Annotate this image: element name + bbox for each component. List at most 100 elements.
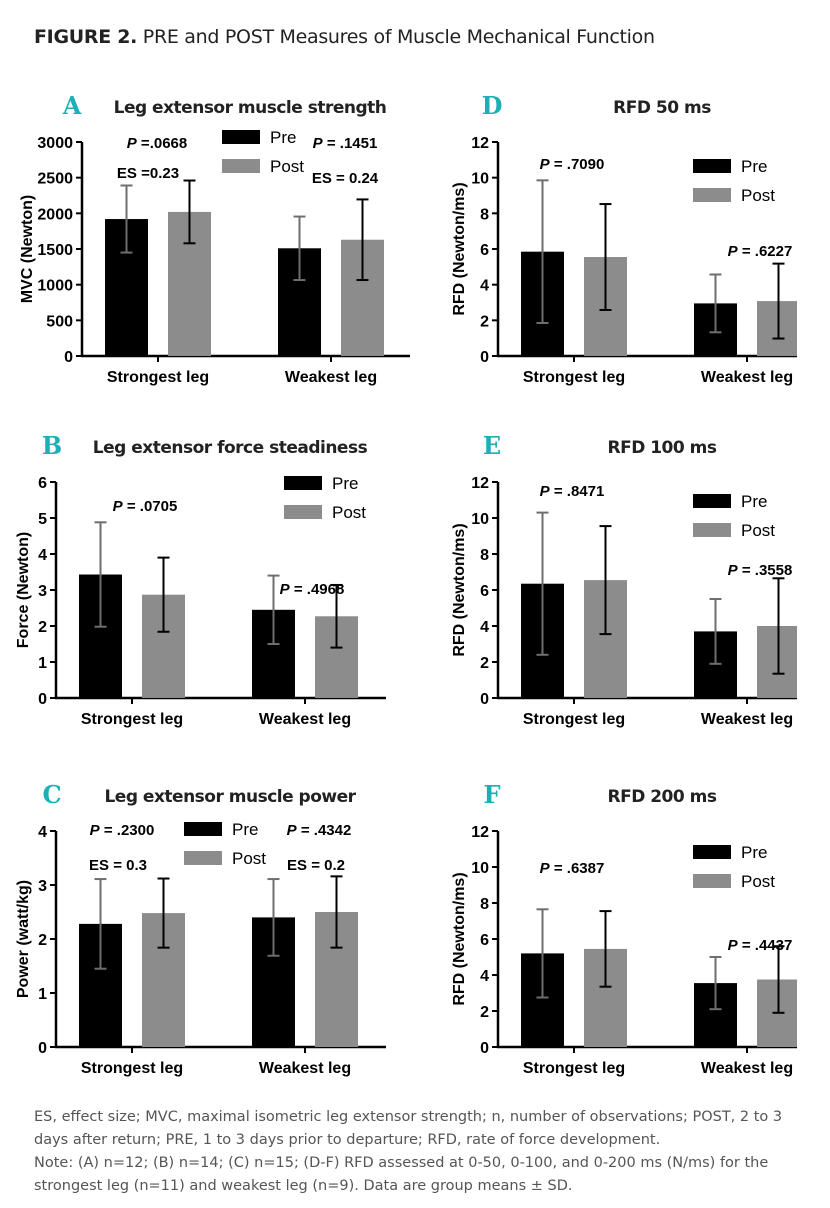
bar-post <box>757 626 797 698</box>
p-value-label: P = .2300 <box>90 822 155 839</box>
y-tick-label: 4 <box>480 278 489 295</box>
y-tick-label: 4 <box>38 547 47 564</box>
p-symbol: P <box>113 498 124 515</box>
y-tick-label: 500 <box>46 313 73 330</box>
y-axis-label: Power (watt/kg) <box>15 880 32 998</box>
y-axis-label: MVC (Newton) <box>19 195 36 303</box>
y-tick-label: 10 <box>471 171 489 188</box>
legend-swatch-post <box>284 505 322 519</box>
y-tick-label: 2 <box>480 313 489 330</box>
panel-a: A Leg extensor muscle strength 0 500 1000 150… <box>19 91 410 386</box>
p-value-label: P = .1451 <box>313 135 378 152</box>
legend-label-pre: Pre <box>270 128 296 147</box>
y-tick-label: 2 <box>38 932 47 949</box>
legend-swatch-post <box>222 159 260 173</box>
x-tick-label: Weakest leg <box>701 369 793 386</box>
p-symbol: P <box>90 822 101 839</box>
legend-label-post: Post <box>741 186 775 205</box>
p-symbol: P <box>540 860 551 877</box>
y-tick-label: 0 <box>480 349 489 366</box>
panel-letter: C <box>42 780 61 809</box>
p-symbol: P <box>728 937 739 954</box>
panel-c: C Leg extensor muscle power 0 1 2 3 4 Power (wa… <box>15 780 386 1077</box>
p-value-label: P = .0705 <box>113 498 178 515</box>
p-value: = .4342 <box>297 822 352 839</box>
notes-abbreviations: ES, effect size; MVC, maximal isometric … <box>34 1109 783 1148</box>
effect-size-label: ES = 0.2 <box>287 857 345 874</box>
p-symbol: P <box>127 135 138 152</box>
p-value: = .2300 <box>100 822 155 839</box>
panel-d: D RFD 50 ms 0 2 4 6 8 10 12 RFD (Newton/ms) Strong… <box>451 91 797 386</box>
panel-b: B Leg extensor force steadiness 0 1 2 3 4 5 6 For… <box>15 431 386 728</box>
y-tick-label: 8 <box>480 547 489 564</box>
x-tick-label: Strongest leg <box>523 369 625 386</box>
effect-size-label: ES =0.23 <box>117 165 179 182</box>
legend-label-pre: Pre <box>741 492 767 511</box>
y-tick-label: 3 <box>38 583 47 600</box>
legend-swatch-pre <box>284 476 322 490</box>
p-value-label: P = .8471 <box>540 483 605 500</box>
x-tick-label: Strongest leg <box>107 369 209 386</box>
p-value: = .7090 <box>550 156 605 173</box>
y-tick-label: 8 <box>480 896 489 913</box>
panel-title: Leg extensor muscle power <box>104 787 356 807</box>
y-axis-label: RFD (Newton/ms) <box>451 182 468 315</box>
p-value: = .8471 <box>550 483 605 500</box>
x-tick-label: Strongest leg <box>81 711 183 728</box>
p-value: = .1451 <box>323 135 378 152</box>
panel-letter: E <box>483 431 501 460</box>
y-axis-label: RFD (Newton/ms) <box>451 523 468 656</box>
y-tick-label: 10 <box>471 860 489 877</box>
y-tick-label: 0 <box>480 1040 489 1057</box>
legend-label-pre: Pre <box>741 843 767 862</box>
p-symbol: P <box>280 581 291 598</box>
x-tick-label: Weakest leg <box>259 1060 351 1077</box>
notes-sample-sizes: Note: (A) n=12; (B) n=14; (C) n=15; (D-F… <box>34 1155 769 1194</box>
panel-letter: A <box>62 91 82 120</box>
y-tick-label: 1 <box>38 986 47 1003</box>
panel-title: Leg extensor force steadiness <box>93 438 368 458</box>
p-value: = .0705 <box>123 498 178 515</box>
x-tick-label: Weakest leg <box>285 369 377 386</box>
p-value: = .6227 <box>738 243 793 260</box>
p-value: = .3558 <box>738 562 793 579</box>
figure-title-text: PRE and POST Measures of Muscle Mechanic… <box>142 26 655 48</box>
p-value-label: P = .4437 <box>728 937 793 954</box>
figure-title: FIGURE 2. PRE and POST Measures of Muscl… <box>34 26 655 48</box>
x-tick-label: Weakest leg <box>701 1060 793 1077</box>
p-symbol: P <box>313 135 324 152</box>
y-tick-label: 5 <box>38 511 47 528</box>
y-tick-label: 12 <box>471 135 489 152</box>
p-symbol: P <box>540 483 551 500</box>
y-tick-label: 10 <box>471 511 489 528</box>
y-tick-label: 0 <box>480 691 489 708</box>
y-tick-label: 12 <box>471 475 489 492</box>
y-axis-label: RFD (Newton/ms) <box>451 872 468 1005</box>
legend-swatch-post <box>184 851 222 865</box>
legend-swatch-pre <box>184 822 222 836</box>
y-tick-label: 1 <box>38 655 47 672</box>
x-tick-label: Strongest leg <box>81 1060 183 1077</box>
panel-letter: D <box>482 91 503 120</box>
y-tick-label: 1500 <box>37 242 73 259</box>
legend-label-post: Post <box>232 849 266 868</box>
x-tick-label: Weakest leg <box>259 711 351 728</box>
y-tick-label: 6 <box>480 583 489 600</box>
p-symbol: P <box>728 562 739 579</box>
y-tick-label: 8 <box>480 206 489 223</box>
x-tick-label: Strongest leg <box>523 711 625 728</box>
legend-swatch-pre <box>693 159 731 173</box>
legend-swatch-post <box>693 874 731 888</box>
p-value-label: P =.0668 <box>127 135 187 152</box>
y-tick-label: 3 <box>38 878 47 895</box>
legend-swatch-pre <box>222 130 260 144</box>
y-tick-label: 12 <box>471 824 489 841</box>
panel-f: F RFD 200 ms 0 2 4 6 8 10 12 RFD (Newton/ms) Stron… <box>451 780 797 1077</box>
effect-size-label: ES = 0.3 <box>89 857 147 874</box>
y-tick-label: 6 <box>480 242 489 259</box>
p-value-label: P = .7090 <box>540 156 605 173</box>
legend-swatch-post <box>693 188 731 202</box>
legend-label-post: Post <box>332 503 366 522</box>
p-symbol: P <box>540 156 551 173</box>
p-value: = .6387 <box>550 860 605 877</box>
